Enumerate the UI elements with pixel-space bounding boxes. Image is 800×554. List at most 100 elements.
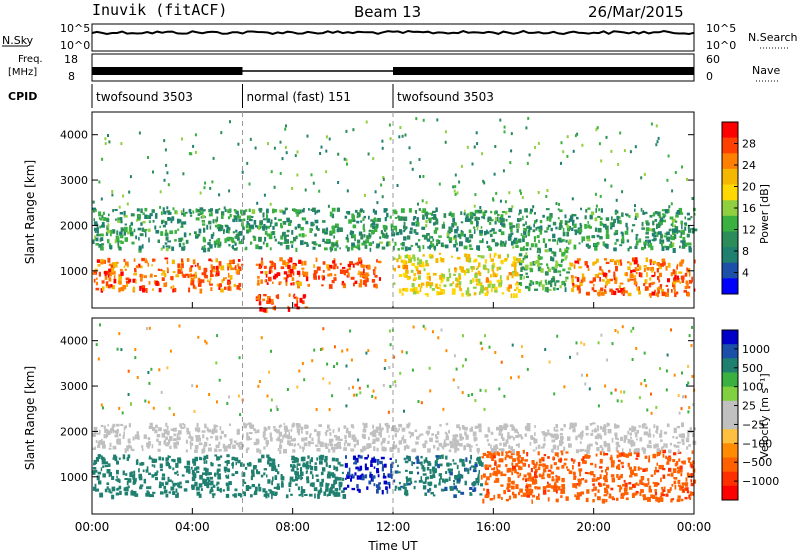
data-cell: [389, 447, 393, 452]
data-cell: [499, 199, 502, 203]
data-cell: [207, 247, 210, 252]
data-cell: [685, 242, 689, 246]
data-cell: [469, 234, 474, 239]
data-cell: [194, 444, 199, 450]
data-cell: [404, 133, 407, 137]
data-cell: [616, 445, 621, 448]
data-cell: [468, 443, 471, 449]
data-cell: [558, 237, 562, 240]
data-cell: [462, 364, 464, 368]
data-cell: [199, 288, 203, 294]
data-cell: [553, 433, 557, 437]
data-cell: [509, 435, 514, 438]
data-cell: [425, 216, 428, 219]
data-cell: [269, 267, 272, 271]
data-cell: [279, 449, 282, 454]
data-cell: [548, 247, 553, 252]
velocity-colorbar-label: Velocity [m s⁻¹]: [758, 373, 771, 458]
data-cell: [619, 220, 622, 225]
data-cell: [619, 486, 623, 490]
data-cell: [652, 260, 656, 264]
data-cell: [480, 462, 484, 467]
data-cell: [616, 215, 619, 221]
data-cell: [181, 137, 183, 141]
data-cell: [649, 215, 653, 218]
data-cell: [148, 220, 151, 224]
data-cell: [683, 243, 686, 248]
data-cell: [465, 290, 470, 295]
data-cell: [624, 230, 629, 235]
data-cell: [522, 235, 525, 240]
data-cell: [686, 472, 690, 477]
data-cell: [494, 286, 498, 291]
data-cell: [337, 227, 340, 231]
data-cell: [322, 238, 325, 242]
data-cell: [542, 463, 546, 468]
data-cell: [101, 280, 105, 284]
data-cell: [535, 281, 539, 285]
data-cell: [339, 446, 342, 450]
data-cell: [119, 217, 123, 222]
data-cell: [473, 481, 477, 486]
data-cell: [498, 432, 501, 436]
nsky-label: N.Sky: [2, 34, 34, 47]
data-cell: [251, 484, 255, 488]
data-cell: [210, 274, 214, 277]
data-cell: [208, 443, 211, 446]
data-cell: [505, 464, 508, 468]
data-cell: [177, 228, 180, 231]
data-cell: [511, 426, 515, 431]
data-cell: [542, 285, 544, 291]
data-cell: [623, 453, 626, 457]
data-cell: [199, 279, 203, 284]
data-cell: [414, 265, 419, 269]
data-cell: [631, 425, 634, 430]
data-cell: [342, 266, 346, 269]
data-cell: [194, 427, 198, 432]
data-cell: [397, 248, 400, 251]
data-cell: [681, 422, 684, 428]
data-cell: [610, 226, 613, 230]
data-cell: [124, 237, 128, 242]
data-cell: [383, 480, 388, 485]
data-cell: [336, 487, 339, 492]
data-cell: [194, 133, 197, 137]
data-cell: [482, 179, 485, 183]
data-cell: [602, 241, 605, 246]
data-cell: [541, 477, 545, 480]
data-cell: [214, 244, 217, 248]
data-cell: [536, 226, 540, 229]
data-cell: [427, 489, 430, 493]
freq-tick-top: 18: [64, 53, 78, 66]
data-cell: [429, 437, 433, 442]
x-tick-label: 12:00: [376, 520, 411, 534]
data-cell: [659, 284, 663, 287]
data-cell: [267, 142, 269, 146]
data-cell: [389, 137, 392, 141]
data-cell: [384, 228, 387, 232]
data-cell: [618, 463, 620, 468]
data-cell: [458, 470, 460, 475]
data-cell: [651, 274, 655, 278]
data-cell: [378, 277, 381, 281]
data-cell: [502, 442, 507, 447]
data-cell: [680, 407, 683, 411]
data-cell: [349, 329, 352, 333]
data-cell: [511, 449, 515, 454]
data-cell: [671, 236, 676, 241]
x-tick-label: 20:00: [576, 520, 611, 534]
data-cell: [237, 459, 241, 464]
data-cell: [249, 218, 253, 222]
data-cell: [420, 282, 425, 286]
data-cell: [172, 271, 176, 274]
data-cell: [370, 477, 374, 482]
data-cell: [172, 413, 175, 417]
data-cell: [688, 459, 691, 463]
data-cell: [296, 463, 301, 466]
data-cell: [210, 271, 213, 275]
data-cell: [110, 231, 112, 237]
data-cell: [519, 472, 522, 477]
data-cell: [180, 221, 183, 225]
data-cell: [559, 273, 562, 277]
data-cell: [362, 225, 365, 230]
